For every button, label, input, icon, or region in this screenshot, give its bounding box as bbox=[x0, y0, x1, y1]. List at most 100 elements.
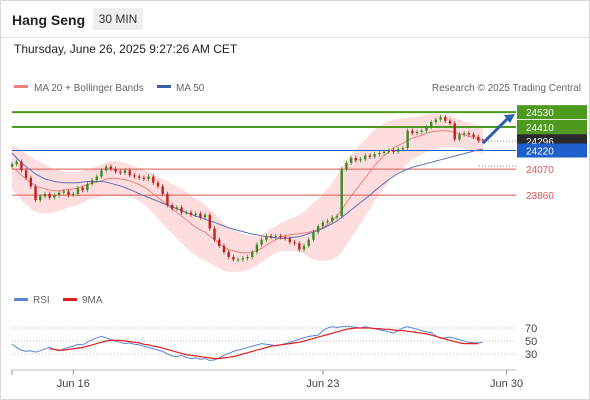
timeframe-badge[interactable]: 30 MIN bbox=[93, 8, 143, 30]
candle-body bbox=[251, 252, 254, 257]
candle-body bbox=[76, 187, 80, 194]
candle-body bbox=[137, 176, 141, 178]
candle-body bbox=[349, 157, 353, 163]
candle-body bbox=[208, 214, 212, 229]
candle-body bbox=[354, 157, 358, 161]
candle-body bbox=[142, 177, 146, 179]
candle-body bbox=[170, 205, 174, 209]
credit-text: Research © 2025 Trading Central bbox=[432, 83, 581, 94]
candle-body bbox=[364, 155, 367, 160]
candle-body bbox=[86, 183, 89, 191]
candle-body bbox=[53, 195, 56, 198]
candle-body bbox=[444, 117, 447, 121]
x-tick-label-2: Jun 30 bbox=[490, 378, 523, 390]
ma50-legend-label: MA 50 bbox=[176, 83, 205, 94]
candle-body bbox=[147, 176, 150, 179]
candle-body bbox=[43, 193, 47, 197]
candle-body bbox=[236, 259, 240, 261]
level-tag-label-24070: 24070 bbox=[526, 165, 554, 176]
candle-body bbox=[152, 176, 155, 183]
candle-body bbox=[81, 187, 84, 191]
candle-body bbox=[425, 127, 428, 131]
forecast-arrow-shaft bbox=[481, 116, 511, 145]
candle-body bbox=[10, 164, 14, 167]
candle-body bbox=[57, 192, 61, 196]
ma50-legend-swatch bbox=[157, 85, 171, 88]
chart-datetime: Thursday, June 26, 2025 9:27:26 AM CET bbox=[14, 42, 238, 56]
candle-body bbox=[48, 193, 51, 198]
candle-body bbox=[340, 169, 343, 217]
candle-body bbox=[109, 166, 113, 170]
candle-body bbox=[161, 186, 164, 194]
candle-body bbox=[29, 177, 33, 187]
candle-body bbox=[279, 235, 282, 238]
ma20-line bbox=[11, 130, 484, 254]
candle-body bbox=[316, 226, 320, 233]
candle-body bbox=[100, 170, 103, 177]
candle-body bbox=[477, 136, 480, 141]
candle-body bbox=[392, 150, 395, 152]
candle-body bbox=[218, 239, 221, 246]
level-tag-24410 bbox=[517, 120, 587, 134]
candle-body bbox=[185, 212, 188, 214]
candle-body bbox=[378, 153, 381, 155]
candle-body bbox=[321, 222, 325, 227]
candle-body bbox=[114, 169, 117, 172]
rsi-legend-label: RSI bbox=[33, 295, 50, 306]
candle-body bbox=[15, 161, 18, 165]
candle-body bbox=[429, 122, 433, 127]
candle-body bbox=[373, 154, 376, 157]
candle-body bbox=[105, 166, 108, 171]
candle-body bbox=[434, 119, 438, 123]
candle-body bbox=[335, 216, 339, 218]
candle-body bbox=[34, 186, 37, 201]
x-tick-label-1: Jun 23 bbox=[306, 378, 339, 390]
candle-body bbox=[439, 117, 442, 120]
candle-body bbox=[62, 191, 66, 193]
header-divider bbox=[1, 37, 589, 38]
candle-body bbox=[312, 232, 315, 240]
candle-body bbox=[260, 239, 263, 245]
candle-body bbox=[269, 235, 273, 238]
candle-body bbox=[39, 196, 42, 201]
candle-body bbox=[274, 235, 277, 238]
candle-body bbox=[213, 228, 216, 240]
candle-body bbox=[246, 257, 249, 259]
candle-body bbox=[67, 191, 70, 196]
x-axis: Jun 16 Jun 23 Jun 30 bbox=[11, 370, 523, 390]
candle-body bbox=[420, 130, 423, 132]
candle-body bbox=[203, 214, 207, 218]
candle-body bbox=[345, 162, 348, 170]
candle-body bbox=[467, 133, 471, 135]
candle-body bbox=[175, 207, 179, 209]
candle-body bbox=[189, 212, 193, 215]
candle-body bbox=[194, 213, 197, 215]
candle-body bbox=[72, 193, 75, 196]
bollinger-legend-label: MA 20 + Bollinger Bands bbox=[34, 83, 144, 94]
candle-body bbox=[448, 120, 452, 124]
candle-body bbox=[387, 150, 390, 152]
candle-body bbox=[331, 217, 334, 222]
candle-body bbox=[298, 243, 301, 250]
level-tag-label-24410: 24410 bbox=[526, 123, 554, 134]
candle-body bbox=[227, 252, 230, 257]
level-tag-24530 bbox=[517, 105, 587, 120]
rsi-level-label-50: 50 bbox=[525, 336, 537, 348]
rsi-legend-swatch bbox=[14, 298, 28, 301]
candle-body bbox=[166, 193, 169, 205]
rsi-ma-legend-label: 9MA bbox=[82, 295, 103, 306]
candle-body bbox=[24, 170, 28, 178]
candle-body bbox=[90, 180, 94, 184]
chart-header: Hang Seng 30 MIN bbox=[1, 1, 589, 37]
bollinger-legend-swatch bbox=[14, 85, 28, 88]
candle-body bbox=[307, 239, 310, 246]
rsi-level-label-70: 70 bbox=[525, 323, 537, 335]
candle-body bbox=[128, 170, 131, 176]
rsi-line bbox=[11, 325, 484, 362]
rsi-ma-line bbox=[49, 327, 479, 360]
candle-body bbox=[326, 221, 329, 223]
forecast-arrow-head bbox=[504, 114, 515, 124]
